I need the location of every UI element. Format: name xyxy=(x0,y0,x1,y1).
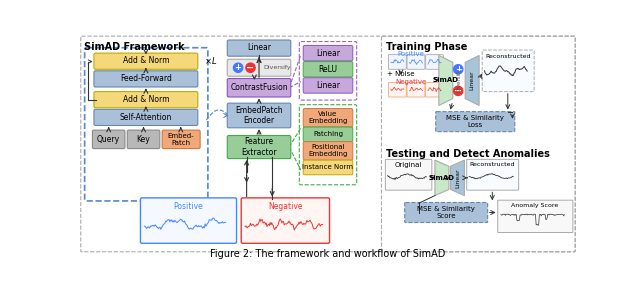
Text: Query: Query xyxy=(97,135,120,144)
Text: $\times L$: $\times L$ xyxy=(204,55,217,65)
FancyBboxPatch shape xyxy=(388,82,406,97)
Text: Value
Embedding: Value Embedding xyxy=(308,111,348,124)
Text: Negative: Negative xyxy=(268,202,303,212)
Text: Embed-
Patch: Embed- Patch xyxy=(168,133,194,146)
Text: Feed-Forward: Feed-Forward xyxy=(120,74,172,83)
Text: Instance Norm: Instance Norm xyxy=(303,164,353,170)
FancyBboxPatch shape xyxy=(303,127,353,142)
FancyBboxPatch shape xyxy=(227,135,291,159)
Text: −: − xyxy=(246,63,255,73)
Text: Diversify: Diversify xyxy=(264,65,291,70)
FancyBboxPatch shape xyxy=(303,109,353,127)
FancyBboxPatch shape xyxy=(407,55,425,69)
Polygon shape xyxy=(439,55,452,106)
Text: +: + xyxy=(235,63,242,72)
FancyBboxPatch shape xyxy=(385,159,432,190)
FancyBboxPatch shape xyxy=(388,55,406,69)
FancyBboxPatch shape xyxy=(498,200,573,232)
Text: MSE & Similarity
Loss: MSE & Similarity Loss xyxy=(446,115,504,128)
Text: Feature
Extractor: Feature Extractor xyxy=(241,137,276,157)
Text: SimAD: SimAD xyxy=(433,77,459,83)
FancyBboxPatch shape xyxy=(303,62,353,77)
FancyBboxPatch shape xyxy=(482,50,534,92)
Text: +: + xyxy=(454,65,461,74)
Text: Diversify: Diversify xyxy=(456,68,461,92)
Text: MSE & Similarity
Score: MSE & Similarity Score xyxy=(417,206,475,219)
FancyBboxPatch shape xyxy=(426,55,444,69)
Text: Key: Key xyxy=(137,135,150,144)
Text: Original: Original xyxy=(395,162,422,168)
Text: ContrastFusion: ContrastFusion xyxy=(230,83,288,92)
Text: Self-Attention: Self-Attention xyxy=(120,112,172,122)
Text: Positive: Positive xyxy=(397,51,424,57)
Text: ReLU: ReLU xyxy=(319,65,337,74)
FancyBboxPatch shape xyxy=(127,130,160,149)
FancyBboxPatch shape xyxy=(407,82,425,97)
FancyBboxPatch shape xyxy=(227,103,291,128)
Text: Add & Norm: Add & Norm xyxy=(123,56,169,65)
Text: Testing and Detect Anomalies: Testing and Detect Anomalies xyxy=(386,149,550,159)
FancyBboxPatch shape xyxy=(227,40,291,56)
Polygon shape xyxy=(465,55,479,106)
FancyBboxPatch shape xyxy=(94,109,198,125)
FancyBboxPatch shape xyxy=(94,92,198,108)
Text: SimAD: SimAD xyxy=(429,175,455,181)
FancyBboxPatch shape xyxy=(303,45,353,61)
FancyBboxPatch shape xyxy=(94,53,198,69)
Text: Positive: Positive xyxy=(173,202,204,212)
Text: Linear: Linear xyxy=(316,49,340,58)
Text: Negative: Negative xyxy=(396,78,426,85)
FancyBboxPatch shape xyxy=(92,130,125,149)
FancyBboxPatch shape xyxy=(227,78,291,97)
Text: Patching: Patching xyxy=(313,131,343,137)
Text: Linear: Linear xyxy=(247,43,271,52)
FancyBboxPatch shape xyxy=(303,142,353,160)
Text: Training Phase: Training Phase xyxy=(386,42,467,52)
Polygon shape xyxy=(451,160,465,196)
Text: Linear: Linear xyxy=(316,81,340,90)
FancyBboxPatch shape xyxy=(467,159,518,190)
Text: Add & Norm: Add & Norm xyxy=(123,95,169,104)
FancyBboxPatch shape xyxy=(303,160,353,175)
Text: + Noise: + Noise xyxy=(387,71,415,77)
Text: EmbedPatch
Encoder: EmbedPatch Encoder xyxy=(236,106,283,125)
Text: Reconstructed: Reconstructed xyxy=(485,54,531,59)
FancyBboxPatch shape xyxy=(94,71,198,87)
Text: Figure 2: The framework and workflow of SimAD: Figure 2: The framework and workflow of … xyxy=(211,249,445,259)
Circle shape xyxy=(454,65,463,74)
Text: −: − xyxy=(454,86,462,96)
Circle shape xyxy=(234,63,243,72)
FancyBboxPatch shape xyxy=(436,112,515,132)
Text: Linear: Linear xyxy=(470,70,475,90)
Text: Positional
Embedding: Positional Embedding xyxy=(308,144,348,158)
Polygon shape xyxy=(435,160,449,196)
FancyBboxPatch shape xyxy=(303,78,353,93)
Circle shape xyxy=(454,86,463,96)
FancyBboxPatch shape xyxy=(162,130,200,149)
Text: Anomaly Score: Anomaly Score xyxy=(511,203,559,208)
Circle shape xyxy=(246,63,255,72)
FancyBboxPatch shape xyxy=(241,198,330,243)
Text: SimAD Framework: SimAD Framework xyxy=(84,42,184,52)
FancyBboxPatch shape xyxy=(404,202,488,222)
FancyBboxPatch shape xyxy=(227,59,291,76)
FancyBboxPatch shape xyxy=(140,198,237,243)
FancyBboxPatch shape xyxy=(426,82,444,97)
Text: Linear: Linear xyxy=(455,168,460,188)
Text: Reconstructed: Reconstructed xyxy=(470,162,515,167)
